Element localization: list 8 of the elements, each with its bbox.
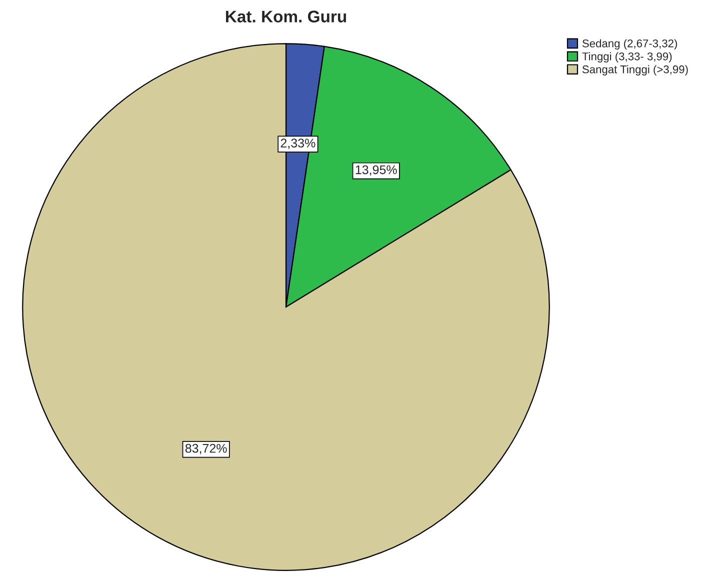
pie-slice [22,43,550,571]
chart-title: Kat. Kom. Guru [226,10,346,22]
legend-label: Tinggi (3,33- 3,99) [582,52,672,63]
data-label: 13,95% [356,165,397,176]
data-label: 2,33% [280,138,316,149]
legend-label: Sedang (2,67-3,32) [582,39,677,50]
legend-label: Sangat Tinggi (>3,99) [582,65,688,76]
data-label: 83,72% [185,444,227,454]
